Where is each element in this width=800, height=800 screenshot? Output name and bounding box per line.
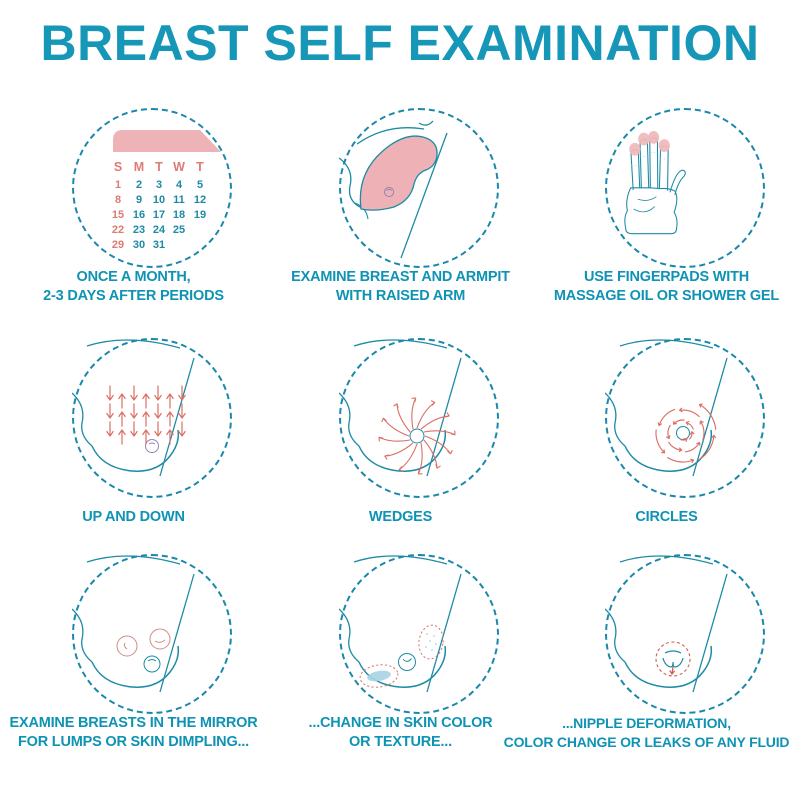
svg-text:9: 9 xyxy=(136,194,142,206)
svg-text:23: 23 xyxy=(133,224,145,236)
svg-text:4: 4 xyxy=(176,179,183,191)
svg-text:12: 12 xyxy=(194,194,206,206)
svg-text:15: 15 xyxy=(112,209,124,221)
svg-text:2: 2 xyxy=(136,179,142,191)
svg-text:11: 11 xyxy=(173,194,185,206)
svg-text:T: T xyxy=(155,160,163,174)
svg-text:T: T xyxy=(196,160,204,174)
svg-text:16: 16 xyxy=(133,209,145,221)
svg-text:3: 3 xyxy=(156,179,162,191)
svg-text:18: 18 xyxy=(173,209,185,221)
svg-text:5: 5 xyxy=(197,179,203,191)
svg-text:W: W xyxy=(173,160,185,174)
svg-text:30: 30 xyxy=(133,239,145,251)
svg-text:22: 22 xyxy=(112,224,124,236)
svg-text:31: 31 xyxy=(153,239,165,251)
svg-text:S: S xyxy=(114,160,122,174)
svg-text:M: M xyxy=(134,160,144,174)
svg-text:17: 17 xyxy=(153,209,165,221)
svg-text:8: 8 xyxy=(115,194,121,206)
svg-text:1: 1 xyxy=(115,179,121,191)
svg-text:25: 25 xyxy=(173,224,185,236)
svg-text:24: 24 xyxy=(153,224,166,236)
svg-text:19: 19 xyxy=(194,209,206,221)
svg-text:29: 29 xyxy=(112,239,124,251)
svg-text:10: 10 xyxy=(153,194,165,206)
